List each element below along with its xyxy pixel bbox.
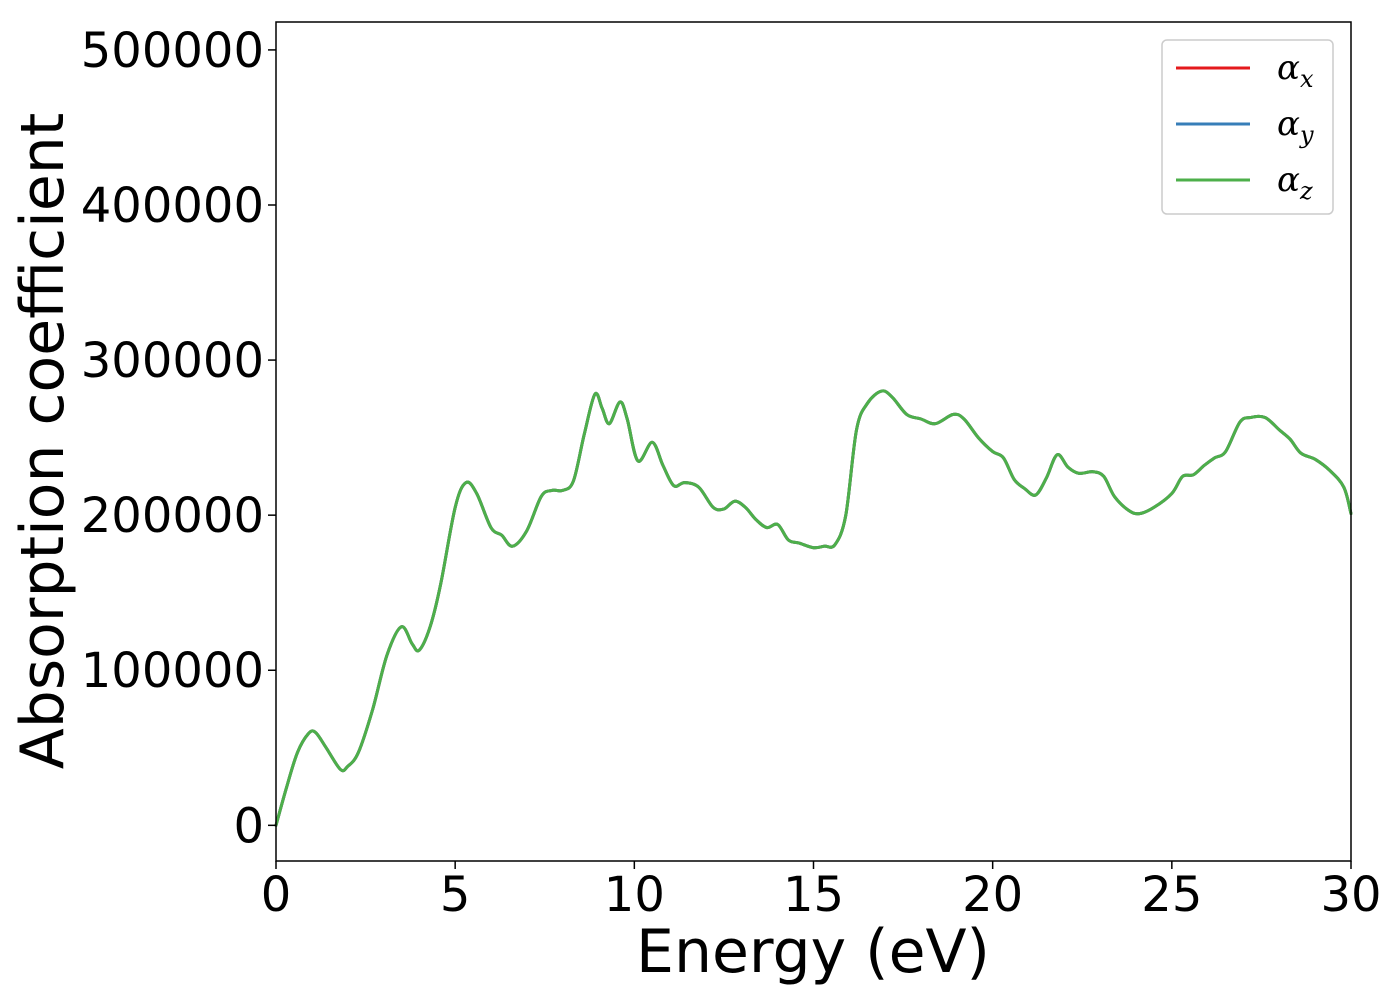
y-axis-label: Absorption coefficient [8, 113, 78, 770]
x-tick-label: 0 [261, 867, 292, 923]
y-tick-label: 400000 [81, 178, 264, 234]
y-tick-label: 100000 [81, 643, 264, 699]
x-tick-label: 30 [1320, 867, 1381, 923]
x-tick-label: 5 [440, 867, 471, 923]
legend-label-y: αy [1277, 104, 1314, 149]
legend: αx αy αz [1161, 39, 1334, 215]
x-tick-label: 25 [1141, 867, 1202, 923]
series-line-x [274, 389, 1353, 827]
x-tick-label: 15 [783, 867, 844, 923]
y-axis-ticks: 0 100000 200000 300000 400000 500000 [81, 23, 276, 854]
y-tick-label: 300000 [81, 333, 264, 389]
legend-label-z: αz [1277, 160, 1313, 205]
legend-box [1161, 39, 1334, 215]
y-tick-label: 200000 [81, 488, 264, 544]
x-tick-label: 20 [962, 867, 1023, 923]
series-line-y [274, 389, 1353, 827]
series-layer [274, 389, 1353, 827]
y-tick-label: 0 [233, 798, 264, 854]
y-tick-label: 500000 [81, 23, 264, 79]
series-line-z [274, 389, 1353, 827]
legend-label-x: αx [1277, 48, 1314, 93]
x-tick-label: 10 [604, 867, 665, 923]
x-axis-ticks: 0 5 10 15 20 25 30 [261, 861, 1382, 923]
x-axis-label: Energy (eV) [636, 917, 990, 987]
legend-items: αx αy αz [1176, 48, 1314, 205]
